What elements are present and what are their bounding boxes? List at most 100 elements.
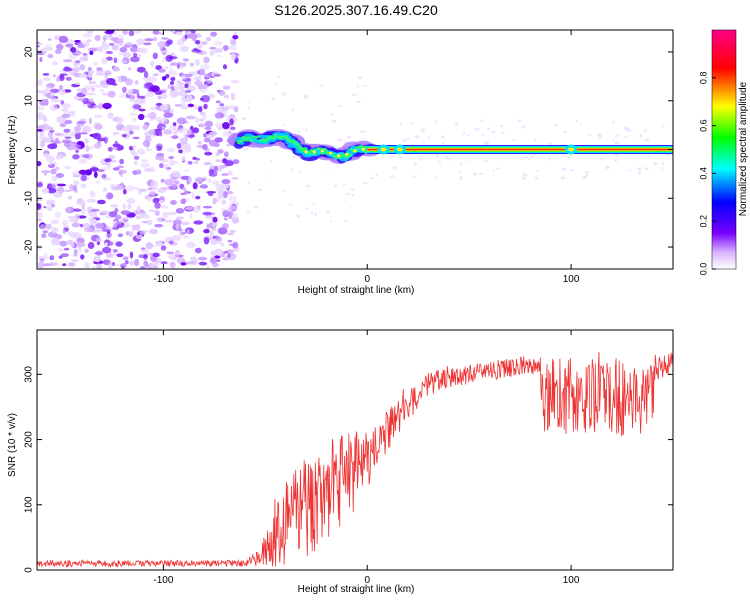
noise-blob	[133, 155, 140, 160]
faint-speckle	[363, 182, 368, 185]
noise-blob	[179, 127, 189, 134]
noise-blob	[136, 205, 141, 213]
noise-blob	[152, 197, 160, 204]
noise-blob	[117, 233, 123, 238]
snr-series-line	[37, 351, 673, 568]
noise-blob	[74, 39, 81, 43]
noise-blob	[105, 50, 113, 55]
noise-blob	[191, 49, 202, 53]
noise-blob	[166, 251, 175, 255]
faint-speckle	[351, 93, 357, 96]
noise-blob	[221, 122, 230, 129]
noise-blob	[160, 92, 168, 100]
noise-blob	[165, 74, 170, 79]
noise-blob	[104, 70, 112, 76]
noise-blob	[73, 180, 80, 186]
signal-peak	[312, 150, 316, 154]
noise-blob	[222, 64, 228, 70]
noise-blob	[230, 92, 236, 98]
faint-speckle	[522, 156, 528, 159]
signal-blob	[256, 135, 261, 138]
noise-blob	[43, 253, 49, 256]
noise-blob	[56, 43, 64, 51]
noise-blob	[119, 60, 127, 64]
noise-blob	[147, 197, 151, 202]
faint-speckle	[248, 100, 251, 103]
noise-blob	[97, 199, 106, 205]
signal-blob	[295, 143, 300, 147]
noise-blob	[214, 248, 223, 256]
faint-speckle	[614, 153, 619, 157]
noise-blob	[185, 89, 192, 93]
noise-blob	[197, 140, 202, 145]
noise-blob	[89, 211, 98, 216]
noise-blob	[133, 160, 138, 166]
noise-blob	[186, 241, 196, 249]
faint-speckle	[303, 96, 308, 99]
faint-speckle	[241, 116, 247, 121]
faint-speckle	[499, 125, 504, 128]
noise-blob	[50, 168, 57, 175]
noise-blob	[219, 103, 225, 107]
signal-blob	[244, 138, 249, 142]
noise-blob	[200, 63, 210, 71]
noise-blob	[71, 222, 81, 228]
noise-blob	[233, 105, 239, 113]
noise-blob	[162, 117, 167, 122]
noise-blob	[203, 103, 208, 110]
noise-blob	[168, 240, 174, 245]
noise-blob	[75, 149, 79, 153]
noise-blob	[215, 47, 225, 52]
faint-speckle	[274, 82, 277, 85]
noise-blob	[132, 136, 140, 140]
signal-line-band	[367, 148, 673, 151]
noise-blob	[37, 203, 42, 210]
noise-blob	[136, 234, 144, 239]
noise-blob	[180, 221, 190, 226]
noise-blob	[97, 137, 106, 142]
noise-blob	[167, 84, 171, 89]
noise-blob	[118, 169, 123, 176]
noise-blob	[183, 189, 188, 196]
noise-blob	[93, 171, 98, 178]
snr-ylabel: SNR (10 * v/v)	[7, 413, 18, 477]
noise-blob	[206, 79, 213, 84]
noise-blob	[93, 62, 98, 66]
noise-blob	[126, 185, 135, 192]
signal-blob	[307, 152, 312, 155]
noise-blob	[55, 173, 64, 178]
y-tick-label: -10	[24, 191, 35, 206]
noise-blob	[37, 42, 44, 46]
noise-blob	[172, 131, 178, 135]
noise-blob	[214, 137, 223, 143]
noise-blob	[136, 38, 145, 46]
y-tick-label: 20	[24, 46, 35, 58]
signal-peak	[353, 149, 357, 153]
faint-speckle	[521, 176, 527, 180]
faint-speckle	[474, 128, 480, 131]
noise-blob	[37, 218, 42, 222]
noise-blob	[122, 125, 132, 132]
signal-peak	[328, 151, 333, 155]
noise-blob	[168, 56, 178, 60]
noise-blob	[132, 104, 142, 110]
faint-speckle	[257, 188, 262, 192]
noise-blob	[122, 86, 127, 94]
noise-blob	[215, 236, 222, 241]
noise-blob	[167, 211, 177, 216]
faint-speckle	[580, 122, 583, 125]
signal-peak	[304, 150, 308, 154]
colorbar-frame	[711, 29, 737, 270]
noise-blob	[221, 199, 227, 205]
noise-blob	[161, 126, 166, 130]
faint-speckle	[419, 158, 424, 161]
noise-blob	[139, 151, 146, 155]
noise-blob	[93, 114, 103, 119]
faint-speckle	[575, 120, 578, 123]
noise-blob	[128, 30, 135, 37]
noise-blob	[202, 143, 208, 151]
colorbar-tick-label: 0.4	[698, 167, 708, 180]
noise-blob	[217, 227, 228, 235]
noise-blob	[204, 73, 211, 78]
noise-blob	[173, 84, 183, 90]
